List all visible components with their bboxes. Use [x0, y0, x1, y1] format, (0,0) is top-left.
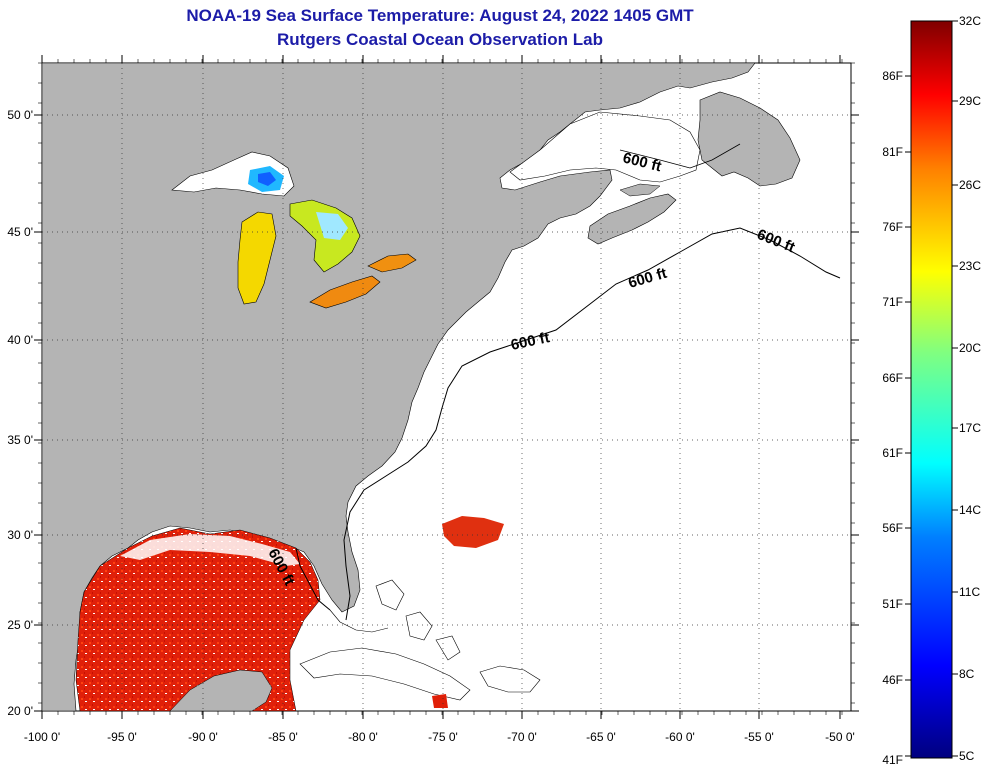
- colorbar-fahrenheit-label: 56F: [882, 521, 903, 535]
- isobath-600ft-gulf-stlawrence: [619, 143, 741, 169]
- longitude-labels: -100 0' -95 0' -90 0' -85 0' -80 0' -75 0' -70…: [24, 55, 855, 744]
- latitude-label: 45 0': [7, 225, 33, 239]
- florida-keys: [329, 609, 389, 633]
- longitude-label: -65 0': [586, 730, 616, 744]
- gulf-coastal-white-band: [120, 534, 300, 566]
- gulf-st-lawrence: [509, 111, 701, 183]
- hispaniola-outline: [479, 665, 541, 693]
- lake-ontario: [367, 253, 417, 273]
- latitude-label: 25 0': [7, 618, 33, 632]
- map-subtitle: Rutgers Coastal Ocean Observation Lab: [277, 30, 603, 49]
- lake-erie: [309, 275, 381, 309]
- longitude-label: -75 0': [428, 730, 458, 744]
- lake-superior-cold-core: [258, 172, 276, 186]
- latitude-label: 40 0': [7, 333, 33, 347]
- cuba-outline: [299, 647, 471, 701]
- colorbar-fahrenheit-label: 51F: [882, 597, 903, 611]
- latitude-label: 35 0': [7, 433, 33, 447]
- land-newfoundland: [697, 91, 801, 187]
- graticule: [42, 63, 851, 711]
- lake-michigan: [237, 211, 277, 305]
- land-pei: [619, 183, 661, 197]
- colorbar-celsius-label: 17C: [959, 421, 981, 435]
- bahamas-outline: [375, 579, 461, 661]
- longitude-label: -85 0': [268, 730, 298, 744]
- colorbar-celsius-label: 26C: [959, 178, 981, 192]
- colorbar-celsius-label: 5C: [959, 749, 975, 763]
- longitude-label: -50 0': [825, 730, 855, 744]
- longitude-label: -90 0': [188, 730, 218, 744]
- sst-patch-bermuda: [442, 516, 504, 548]
- colorbar-fahrenheit-label: 61F: [882, 446, 903, 460]
- colorbar-celsius-label: 32C: [959, 14, 981, 28]
- colorbar-fahrenheit-label: 41F: [882, 753, 903, 767]
- lake-huron-cool: [316, 212, 348, 240]
- colorbar-celsius-label: 29C: [959, 94, 981, 108]
- colorbar: [910, 20, 953, 759]
- longitude-label: -80 0': [348, 730, 378, 744]
- colorbar-fahrenheit-label: 66F: [882, 371, 903, 385]
- latitude-label: 20 0': [7, 704, 33, 718]
- sst-patch-caribbean: [432, 694, 448, 708]
- colorbar-celsius-label: 8C: [959, 667, 975, 681]
- colorbar-celsius-label: 11C: [959, 585, 980, 599]
- longitude-label: -60 0': [665, 730, 695, 744]
- land-north-america: [41, 62, 756, 712]
- map-title: NOAA-19 Sea Surface Temperature: August …: [186, 6, 694, 25]
- gulf-of-mexico-sst: [75, 527, 321, 712]
- longitude-label: -70 0': [507, 730, 537, 744]
- isobath-600ft: [295, 227, 841, 621]
- colorbar-celsius-label: 20C: [959, 341, 981, 355]
- colorbar-fahrenheit-label: 71F: [882, 295, 903, 309]
- colorbar-fahrenheit-label: 46F: [882, 673, 903, 687]
- colorbar-fahrenheit-label: 81F: [882, 145, 903, 159]
- yucatan-land: [169, 669, 273, 712]
- latitude-labels: 50 0' 45 0' 40 0' 35 0' 30 0' 25 0' 20 0': [7, 62, 859, 718]
- colorbar-fahrenheit-label: 86F: [882, 69, 903, 83]
- colorbar-celsius-label: 14C: [959, 503, 981, 517]
- longitude-label: -100 0': [24, 730, 60, 744]
- latitude-label: 30 0': [7, 528, 33, 542]
- longitude-label: -55 0': [744, 730, 774, 744]
- colorbar-labels: 32C 29C 26C 23C 20C 17C 14C 11C 8C 5C 86F 81F 76F 71F…: [882, 14, 981, 767]
- colorbar-fahrenheit-label: 76F: [882, 220, 903, 234]
- colorbar-celsius-label: 23C: [959, 259, 981, 273]
- land-nova-scotia: [587, 193, 677, 245]
- latitude-label: 50 0': [7, 108, 33, 122]
- longitude-label: -95 0': [107, 730, 137, 744]
